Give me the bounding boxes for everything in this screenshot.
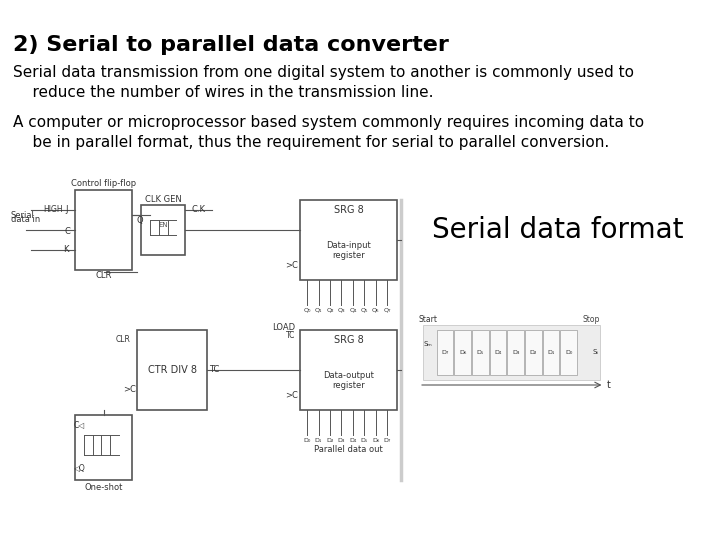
Bar — [490, 330, 506, 375]
Text: Q₅: Q₅ — [361, 307, 368, 313]
Bar — [141, 205, 185, 255]
Text: D₂: D₂ — [326, 437, 333, 442]
Bar — [300, 330, 397, 410]
Text: TC: TC — [287, 330, 296, 340]
Text: Q₂: Q₂ — [326, 307, 334, 313]
Text: CLK GEN: CLK GEN — [145, 194, 181, 204]
Text: ◁Q: ◁Q — [73, 463, 85, 472]
Text: >C: >C — [123, 386, 136, 395]
Text: D₅: D₅ — [477, 350, 484, 355]
Text: D₀: D₀ — [565, 350, 572, 355]
Text: D₇: D₇ — [441, 350, 449, 355]
Text: CLR: CLR — [116, 335, 131, 345]
Text: D₀: D₀ — [303, 437, 311, 442]
Text: D₅: D₅ — [361, 437, 368, 442]
Text: D₄: D₄ — [349, 437, 356, 442]
Bar — [543, 330, 559, 375]
Text: K: K — [63, 246, 69, 254]
Bar — [560, 330, 577, 375]
Text: register: register — [332, 381, 365, 389]
Text: Q₃: Q₃ — [338, 307, 345, 313]
Text: D₄: D₄ — [495, 350, 502, 355]
Bar — [437, 330, 454, 375]
Text: CLR: CLR — [96, 272, 112, 280]
Text: One-shot: One-shot — [84, 483, 123, 492]
Text: Q₇: Q₇ — [384, 307, 391, 313]
Bar — [423, 325, 600, 380]
Text: C: C — [65, 227, 71, 237]
Text: SRG 8: SRG 8 — [333, 205, 364, 215]
Bar — [75, 415, 132, 480]
Text: D₁: D₁ — [315, 437, 322, 442]
Text: D₂: D₂ — [530, 350, 537, 355]
Text: C◁: C◁ — [74, 421, 85, 429]
Text: Serial data format: Serial data format — [432, 216, 684, 244]
Text: J: J — [65, 206, 68, 214]
Text: Parallel data out: Parallel data out — [314, 446, 383, 455]
Text: Sₜ: Sₜ — [593, 349, 599, 355]
Text: t: t — [607, 380, 611, 390]
Bar — [300, 200, 397, 280]
Text: Sₘ: Sₘ — [423, 341, 432, 348]
Text: D₃: D₃ — [338, 437, 345, 442]
Text: D₆: D₆ — [459, 350, 467, 355]
Text: Data-output: Data-output — [323, 370, 374, 380]
Text: C.K: C.K — [192, 206, 205, 214]
Text: 2) Serial to parallel data converter: 2) Serial to parallel data converter — [13, 35, 449, 55]
Bar — [525, 330, 541, 375]
Bar — [75, 190, 132, 270]
Text: Q₄: Q₄ — [349, 307, 356, 313]
Text: D₃: D₃ — [512, 350, 519, 355]
Text: SRG 8: SRG 8 — [333, 335, 364, 345]
Text: Serial: Serial — [11, 211, 35, 219]
Text: D₇: D₇ — [384, 437, 391, 442]
Text: D₁: D₁ — [547, 350, 554, 355]
Text: Q₆: Q₆ — [372, 307, 379, 313]
Bar — [472, 330, 489, 375]
Text: >C: >C — [284, 260, 297, 269]
Bar — [508, 330, 524, 375]
Text: A computer or microprocessor based system commonly requires incoming data to
   : A computer or microprocessor based syste… — [13, 115, 644, 150]
Bar — [454, 330, 471, 375]
Text: Q₁: Q₁ — [315, 307, 323, 313]
Text: >C: >C — [284, 390, 297, 400]
Text: Start: Start — [418, 315, 438, 325]
Text: data in: data in — [11, 215, 40, 225]
Text: Q: Q — [136, 215, 143, 225]
Text: CTR DIV 8: CTR DIV 8 — [148, 365, 197, 375]
Text: Data-input: Data-input — [326, 240, 371, 249]
Text: EN: EN — [158, 222, 168, 228]
Text: Stop: Stop — [582, 315, 600, 325]
Text: D₆: D₆ — [372, 437, 379, 442]
Text: Q₀: Q₀ — [303, 307, 311, 313]
Text: Serial data transmission from one digital system to another is commonly used to
: Serial data transmission from one digita… — [13, 65, 634, 100]
Bar — [137, 330, 207, 410]
Text: register: register — [332, 251, 365, 260]
Text: LOAD: LOAD — [273, 322, 296, 332]
Text: Control flip-flop: Control flip-flop — [71, 179, 136, 188]
Text: HIGH: HIGH — [43, 206, 63, 214]
Text: TC: TC — [210, 366, 220, 375]
